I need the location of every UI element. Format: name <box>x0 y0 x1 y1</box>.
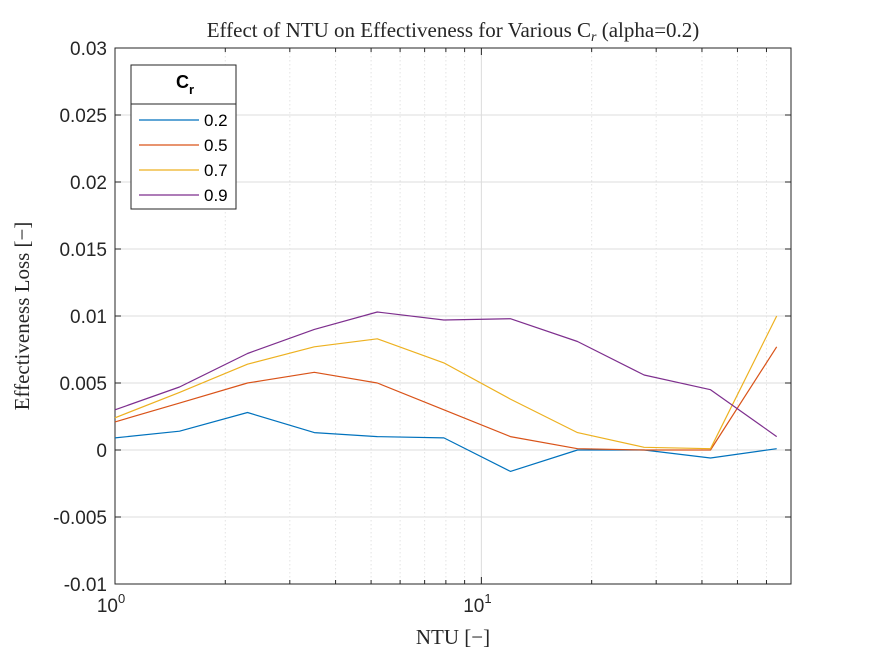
legend-label-0.2: 0.2 <box>204 111 228 130</box>
y-tick-label: 0.025 <box>59 106 107 127</box>
y-tick-label: -0.01 <box>64 575 107 596</box>
grid <box>115 47 791 585</box>
y-tick-label: 0.005 <box>59 374 107 395</box>
y-axis-label: Effectiveness Loss [−] <box>10 222 34 411</box>
legend-title-main: C <box>176 72 189 92</box>
x-tick-label: 100 <box>97 591 125 617</box>
legend: Cr 0.2 0.5 0.7 0.9 <box>130 64 237 210</box>
y-tick-label: 0.03 <box>70 39 107 60</box>
series-line-0.9 <box>114 311 778 438</box>
legend-label-0.5: 0.5 <box>204 136 228 155</box>
legend-label-0.7: 0.7 <box>204 161 228 180</box>
y-tick-label: 0.01 <box>70 307 107 328</box>
chart-title-main: Effect of NTU on Effectiveness for Vario… <box>207 18 591 42</box>
y-tick-label: 0 <box>96 441 107 462</box>
y-tick-label: 0.02 <box>70 173 107 194</box>
chart-title: Effect of NTU on Effectiveness for Vario… <box>207 18 700 45</box>
series-lines <box>114 311 778 472</box>
y-tick-label: 0.015 <box>59 240 107 261</box>
axis-ticks: -0.01 -0.005 0 0.005 0.01 0.015 0.02 0.025 0.03 1… <box>53 39 792 617</box>
legend-title-subscript: r <box>189 82 194 97</box>
y-tick-label: -0.005 <box>53 508 107 529</box>
chart-title-subscript: r <box>591 30 597 45</box>
legend-entries: 0.2 0.5 0.7 0.9 <box>139 111 228 205</box>
chart-title-tail: (alpha=0.2) <box>596 18 699 42</box>
x-tick-label: 101 <box>463 591 491 617</box>
series-line-0.2 <box>114 411 777 472</box>
legend-title: Cr <box>176 72 194 97</box>
legend-label-0.9: 0.9 <box>204 186 228 205</box>
x-axis-label: NTU [−] <box>416 625 490 649</box>
series-line-0.5 <box>114 346 778 451</box>
series-line-0.7 <box>114 315 778 450</box>
legend-box <box>130 64 237 210</box>
